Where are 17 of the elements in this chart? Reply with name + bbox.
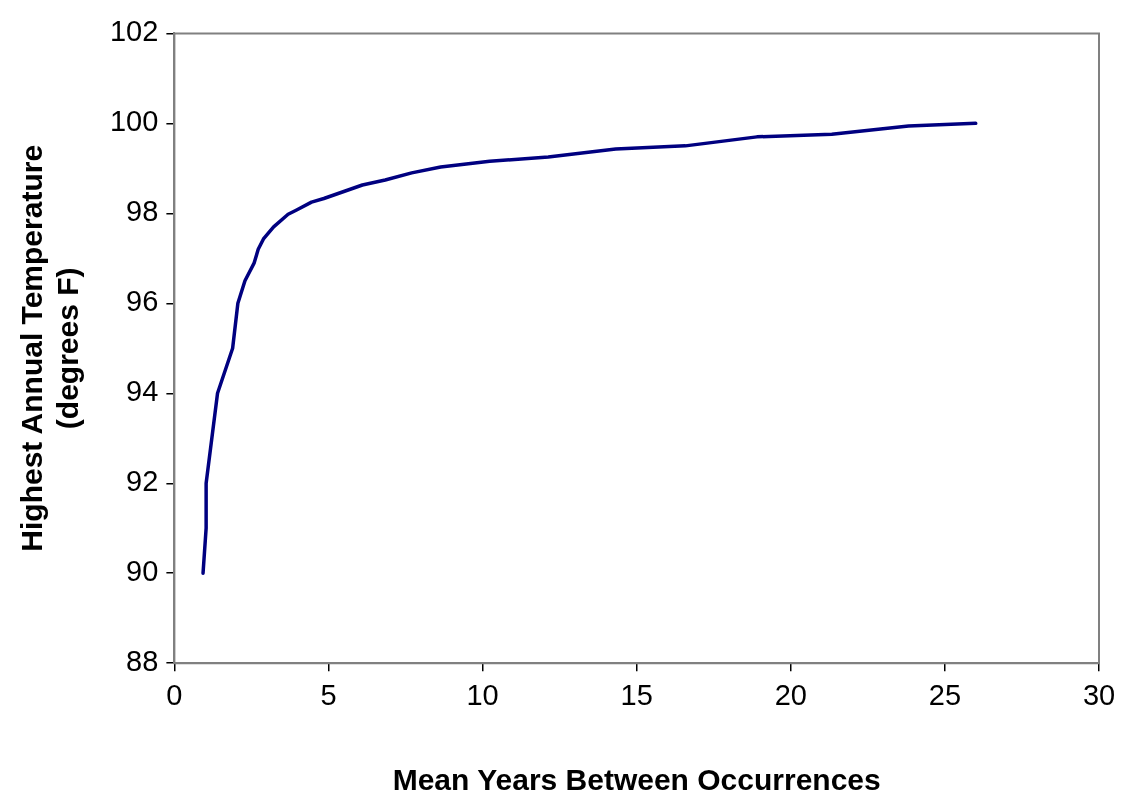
x-tick-label: 15 bbox=[620, 678, 653, 711]
y-tick-label: 98 bbox=[126, 195, 159, 228]
y-tick-label: 90 bbox=[126, 555, 159, 588]
y-tick-label: 92 bbox=[126, 465, 159, 498]
x-tick-label: 20 bbox=[774, 678, 807, 711]
y-tick-label: 100 bbox=[109, 105, 159, 138]
y-tick-label: 88 bbox=[126, 645, 159, 678]
x-axis-title: Mean Years Between Occurrences bbox=[392, 763, 881, 797]
x-tick-label: 10 bbox=[466, 678, 499, 711]
x-tick-label: 25 bbox=[928, 678, 962, 711]
y-tick-label: 102 bbox=[109, 15, 159, 48]
x-tick-label: 30 bbox=[1082, 678, 1116, 711]
y-tick-label: 94 bbox=[126, 375, 159, 408]
x-tick-label: 5 bbox=[320, 678, 337, 711]
y-axis-title: Highest Annual Temperature (degrees F) bbox=[15, 144, 85, 552]
x-tick-label: 0 bbox=[166, 678, 183, 711]
y-tick-label: 96 bbox=[126, 285, 159, 318]
